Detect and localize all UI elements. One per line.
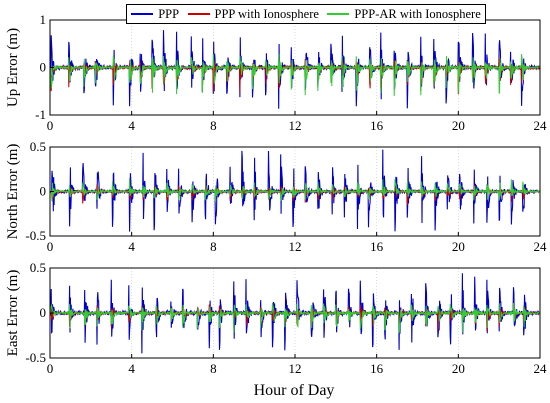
legend-swatch-ppp-ar: [327, 13, 350, 15]
north-series-2: [49, 177, 541, 202]
legend-item-ppp-iono: PPP with Ionosphere: [187, 6, 319, 22]
up-x-tick-label: 24: [534, 118, 548, 133]
legend-swatch-ppp: [131, 13, 154, 15]
north-y-axis-label: North Error (m): [5, 144, 21, 240]
up-y-tick-label: 1: [40, 12, 47, 27]
north-y-tick-label: 0: [40, 184, 47, 199]
east-x-tick-label: 12: [289, 361, 302, 376]
legend-item-ppp: PPP: [131, 7, 179, 22]
legend-swatch-ppp-iono: [187, 13, 210, 15]
up-x-tick-label: 16: [370, 118, 384, 133]
north-x-tick-label: 4: [128, 239, 135, 254]
north-y-tick-label: 0.5: [30, 139, 46, 154]
up-y-axis-label: Up Error (m): [5, 28, 21, 107]
up-x-tick-label: 0: [47, 118, 54, 133]
legend-label-ppp: PPP: [158, 6, 180, 21]
east-x-tick-label: 8: [210, 361, 217, 376]
east-y-axis-label: East Error (m): [5, 270, 21, 357]
east-y-tick-label: 0: [40, 305, 47, 320]
east-x-tick-label: 24: [534, 361, 548, 376]
up-x-tick-label: 12: [289, 118, 302, 133]
east-x-tick-label: 20: [452, 361, 465, 376]
up-y-tick-label: -1: [35, 107, 46, 122]
east-x-tick-label: 16: [370, 361, 384, 376]
east-y-tick-label: 0.5: [30, 260, 46, 275]
legend-item-ppp-ar: PPP-AR with Ionosphere: [327, 6, 481, 22]
up-x-tick-label: 4: [128, 118, 135, 133]
up-x-tick-label: 20: [452, 118, 465, 133]
north-x-tick-label: 24: [534, 239, 548, 254]
north-x-tick-label: 0: [47, 239, 54, 254]
up-y-tick-label: 0: [40, 60, 47, 75]
east-y-tick-label: -0.5: [25, 350, 46, 365]
legend-label-ppp-iono: PPP with Ionosphere: [214, 6, 319, 21]
north-x-tick-label: 12: [289, 239, 302, 254]
east-x-tick-label: 0: [47, 361, 54, 376]
north-x-tick-label: 16: [370, 239, 384, 254]
x-axis-label: Hour of Day: [254, 382, 335, 399]
east-x-tick-label: 4: [128, 361, 135, 376]
north-x-tick-label: 20: [452, 239, 465, 254]
up-series-1: [49, 57, 541, 95]
north-y-tick-label: -0.5: [25, 228, 46, 243]
up-x-tick-label: 8: [210, 118, 217, 133]
legend-label-ppp-ar: PPP-AR with Ionosphere: [354, 6, 481, 21]
legend: PPP PPP with Ionosphere PPP-AR with Iono…: [126, 4, 486, 24]
east-series-2: [49, 302, 541, 334]
up-series-2: [49, 53, 541, 97]
north-x-tick-label: 8: [210, 239, 217, 254]
